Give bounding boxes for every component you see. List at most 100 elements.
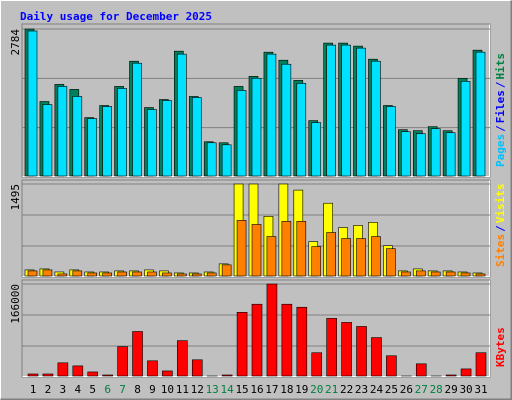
x-tick-label: 12: [191, 383, 204, 396]
bar: [117, 88, 127, 177]
x-tick-label: 2: [45, 383, 52, 396]
bar: [311, 352, 323, 377]
bar: [236, 90, 247, 177]
bar: [191, 273, 202, 277]
bar: [102, 272, 112, 277]
bar: [177, 340, 188, 377]
x-tick-label: 17: [265, 383, 278, 396]
bar: [386, 355, 397, 377]
legend-entry: Visits: [494, 184, 507, 224]
bar: [147, 109, 157, 177]
x-tick-label: 1: [30, 383, 37, 396]
legend: Sites /Visits: [494, 184, 507, 268]
bar: [341, 238, 351, 277]
bar: [191, 97, 202, 177]
bar: [281, 303, 293, 377]
bar: [87, 371, 99, 377]
x-tick-label: 30: [459, 383, 472, 396]
y-tick-label: 1495: [9, 184, 22, 211]
bar: [460, 272, 471, 277]
x-tick-label: 9: [149, 383, 156, 396]
bar: [72, 96, 83, 177]
bar: [445, 271, 456, 277]
bar: [42, 269, 53, 277]
x-tick-label: 19: [295, 383, 308, 396]
bar: [311, 122, 322, 177]
x-tick-label: 18: [280, 383, 293, 396]
x-tick-label: 13: [206, 383, 219, 396]
bar: [206, 272, 217, 277]
x-tick-label: 6: [104, 383, 111, 396]
bar: [102, 106, 112, 177]
bar: [162, 272, 172, 277]
legend: KBytes: [494, 327, 507, 367]
x-tick-label: 21: [325, 383, 338, 396]
x-tick-label: 23: [355, 383, 368, 396]
bar: [386, 106, 396, 177]
x-tick-label: 16: [250, 383, 263, 396]
bar: [147, 360, 158, 377]
bar: [371, 236, 381, 277]
bar: [356, 47, 366, 177]
bar: [415, 270, 426, 277]
bar: [296, 83, 307, 177]
legend-entry: /: [494, 81, 507, 88]
bar: [221, 374, 233, 377]
legend-entry: /: [494, 225, 507, 232]
legend: Pages/Files/Hits: [494, 53, 507, 167]
bar: [430, 128, 441, 177]
bar: [87, 118, 98, 177]
bar: [475, 273, 486, 277]
bar: [72, 365, 84, 377]
x-tick-label: 4: [74, 383, 81, 396]
x-tick-label: 31: [474, 383, 487, 396]
bar: [326, 44, 336, 177]
bar: [162, 370, 173, 377]
bar: [177, 273, 187, 277]
legend-entry: Files: [494, 90, 507, 123]
bar: [371, 337, 382, 377]
chart-title: Daily usage for December 2025: [20, 10, 212, 23]
bar: [27, 270, 38, 277]
bar: [102, 374, 113, 377]
bar: [42, 104, 53, 177]
bar: [341, 44, 351, 177]
x-tick-label: 28: [430, 383, 443, 396]
bar: [221, 264, 232, 277]
plot-bevel: [22, 280, 490, 377]
bar: [281, 221, 292, 277]
legend-entry: /: [494, 125, 507, 132]
bar: [57, 86, 68, 177]
x-tick-label: 15: [235, 383, 248, 396]
bar: [251, 224, 262, 277]
x-tick-label: 24: [370, 383, 384, 396]
x-tick-label: 10: [161, 383, 174, 396]
y-tick-label: 2784: [9, 29, 22, 56]
bar: [475, 51, 486, 177]
bar: [326, 318, 337, 377]
bar: [57, 362, 69, 377]
bar: [281, 63, 292, 177]
x-tick-label: 3: [60, 383, 67, 396]
bar: [341, 322, 352, 377]
bar: [57, 273, 68, 277]
x-tick-label: 29: [445, 383, 458, 396]
bar: [221, 144, 232, 177]
bar: [326, 232, 336, 277]
bar: [401, 271, 411, 277]
bar: [27, 373, 39, 377]
bar: [371, 60, 381, 177]
x-tick-label: 26: [400, 383, 413, 396]
bar: [27, 30, 38, 177]
bar: [117, 346, 128, 377]
legend-entry: Pages: [494, 134, 507, 167]
x-tick-label: 20: [310, 383, 323, 396]
bar: [445, 374, 457, 377]
x-tick-label: 8: [134, 383, 141, 396]
bar: [415, 363, 427, 377]
legend-entry: KBytes: [494, 327, 507, 367]
plot-bevel: [22, 24, 490, 177]
bar: [475, 352, 487, 377]
